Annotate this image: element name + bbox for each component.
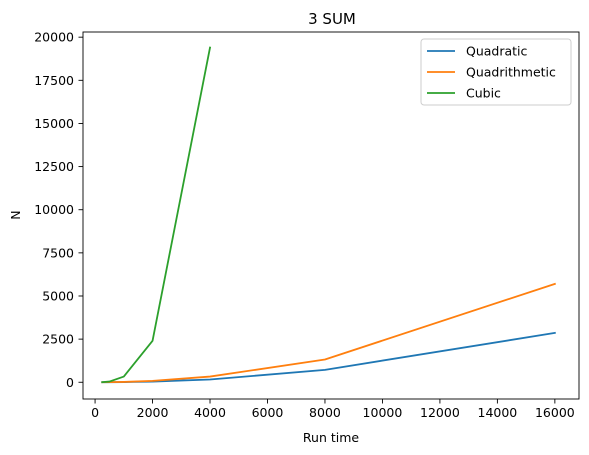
x-tick-label: 12000	[420, 405, 460, 420]
y-tick-label: 5000	[42, 288, 74, 303]
legend-label-quadratic: Quadratic	[466, 44, 528, 59]
x-tick-label: 2000	[137, 405, 169, 420]
x-tick-label: 10000	[363, 405, 403, 420]
y-tick-label: 20000	[34, 30, 74, 45]
y-tick-label: 10000	[34, 202, 74, 217]
x-tick-label: 8000	[309, 405, 341, 420]
legend-box	[420, 38, 572, 106]
legend-label-quadrithmetic: Quadrithmetic	[466, 65, 556, 80]
y-tick-label: 0	[66, 375, 74, 390]
y-tick-label: 17500	[34, 73, 74, 88]
x-axis: 0 2000 4000 6000 8000 10000 12000 14000 16000	[91, 399, 575, 420]
series-line-cubic	[101, 46, 212, 384]
y-tick-label: 2500	[42, 332, 74, 347]
legend-label-cubic: Cubic	[466, 86, 501, 101]
y-tick-label: 15000	[34, 116, 74, 131]
y-tick-label: 7500	[42, 245, 74, 260]
y-tick-label: 12500	[34, 159, 74, 174]
x-tick-label: 4000	[194, 405, 226, 420]
x-axis-label: Run time	[303, 430, 359, 445]
chart-title: 3 SUM	[308, 10, 356, 28]
x-tick-label: 16000	[535, 405, 575, 420]
x-tick-label: 14000	[478, 405, 518, 420]
legend: Quadratic Quadrithmetic Cubic	[420, 38, 572, 106]
y-axis: 0 2500 5000 7500 10000 12500 15000 17500 20000	[34, 30, 83, 390]
x-tick-label: 6000	[252, 405, 284, 420]
y-axis-label: N	[8, 210, 23, 219]
x-tick-label: 0	[91, 405, 99, 420]
